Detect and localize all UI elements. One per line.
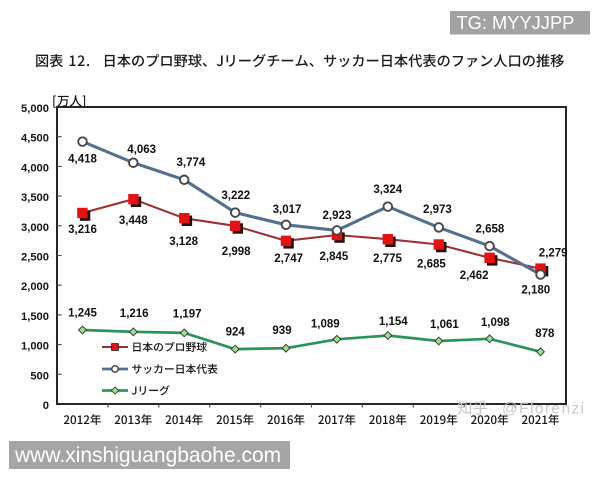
svg-text:2,747: 2,747 [274,253,303,265]
svg-text:3,774: 3,774 [177,157,206,169]
svg-text:2,180: 2,180 [521,285,550,297]
svg-text:www.xinshiguangbaohe.com: www.xinshiguangbaohe.com [14,444,281,467]
svg-text:2,998: 2,998 [222,246,251,258]
svg-text:3,017: 3,017 [273,204,302,216]
svg-text:1,000: 1,000 [21,341,49,353]
svg-text:924: 924 [226,327,246,339]
svg-text:4,500: 4,500 [21,133,49,145]
svg-text:1,245: 1,245 [68,308,97,320]
svg-text:3,222: 3,222 [221,190,250,202]
svg-text:2,845: 2,845 [320,251,349,263]
svg-text:2,500: 2,500 [21,252,49,264]
svg-text:1,098: 1,098 [481,317,510,329]
svg-text:1,216: 1,216 [120,308,149,320]
svg-text:1,089: 1,089 [311,318,340,330]
svg-text:0: 0 [43,400,49,412]
svg-text:5,000: 5,000 [21,103,49,115]
svg-text:3,128: 3,128 [169,236,198,248]
svg-text:878: 878 [535,328,555,340]
svg-text:1,197: 1,197 [173,309,202,321]
svg-text:3,000: 3,000 [21,222,49,234]
svg-text:@Florenzi: @Florenzi [502,401,585,418]
svg-text:2,658: 2,658 [476,224,505,236]
svg-text:939: 939 [272,325,291,337]
svg-text:4,418: 4,418 [68,154,97,166]
svg-text:3,448: 3,448 [119,215,148,227]
svg-text:1,154: 1,154 [379,316,408,328]
svg-text:1,061: 1,061 [430,319,459,331]
svg-text:2,279: 2,279 [539,247,568,259]
svg-text:2,775: 2,775 [373,253,402,265]
svg-text:3,500: 3,500 [21,192,49,204]
svg-text:TG: MYYJJPP: TG: MYYJJPP [457,12,575,33]
svg-text:1,500: 1,500 [21,311,49,323]
svg-text:4,000: 4,000 [21,162,49,174]
svg-text:2,685: 2,685 [417,258,446,270]
svg-text:4,063: 4,063 [127,144,156,156]
svg-text:500: 500 [30,370,49,382]
svg-text:3,216: 3,216 [68,224,97,236]
svg-text:2,462: 2,462 [460,270,489,282]
svg-text:3,324: 3,324 [373,184,402,196]
svg-text:2,000: 2,000 [21,281,49,293]
svg-text:2,923: 2,923 [323,210,352,222]
svg-text:2,973: 2,973 [423,204,452,216]
